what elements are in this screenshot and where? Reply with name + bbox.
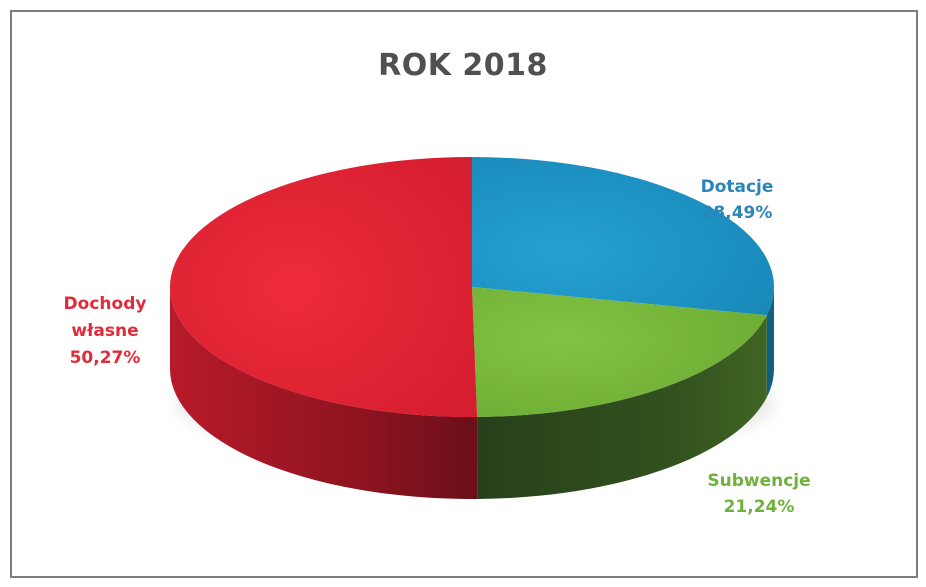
pie-slice-dochody-wlasne xyxy=(169,157,478,418)
label-dotacje: Dotacje 28,49% xyxy=(662,174,812,226)
chart-title: ROK 2018 xyxy=(378,48,548,83)
pie-side-subwencje xyxy=(477,315,767,499)
label-dochody-name: Dochody własne xyxy=(63,294,147,341)
pie-slice-subwencje xyxy=(472,287,767,417)
label-subwencje: Subwencje 21,24% xyxy=(684,468,834,520)
label-dotacje-name: Dotacje xyxy=(700,177,774,197)
pie-slice-dotacje xyxy=(472,157,774,316)
pie-side-dochody-wlasne xyxy=(170,287,478,499)
label-dotacje-value: 28,49% xyxy=(701,203,773,223)
label-dochody-value: 50,27% xyxy=(69,348,141,368)
pie-side-dotacje xyxy=(766,287,774,398)
label-subwencje-value: 21,24% xyxy=(723,497,795,517)
label-subwencje-name: Subwencje xyxy=(707,471,811,491)
label-dochody-wlasne: Dochody własne 50,27% xyxy=(35,291,175,372)
